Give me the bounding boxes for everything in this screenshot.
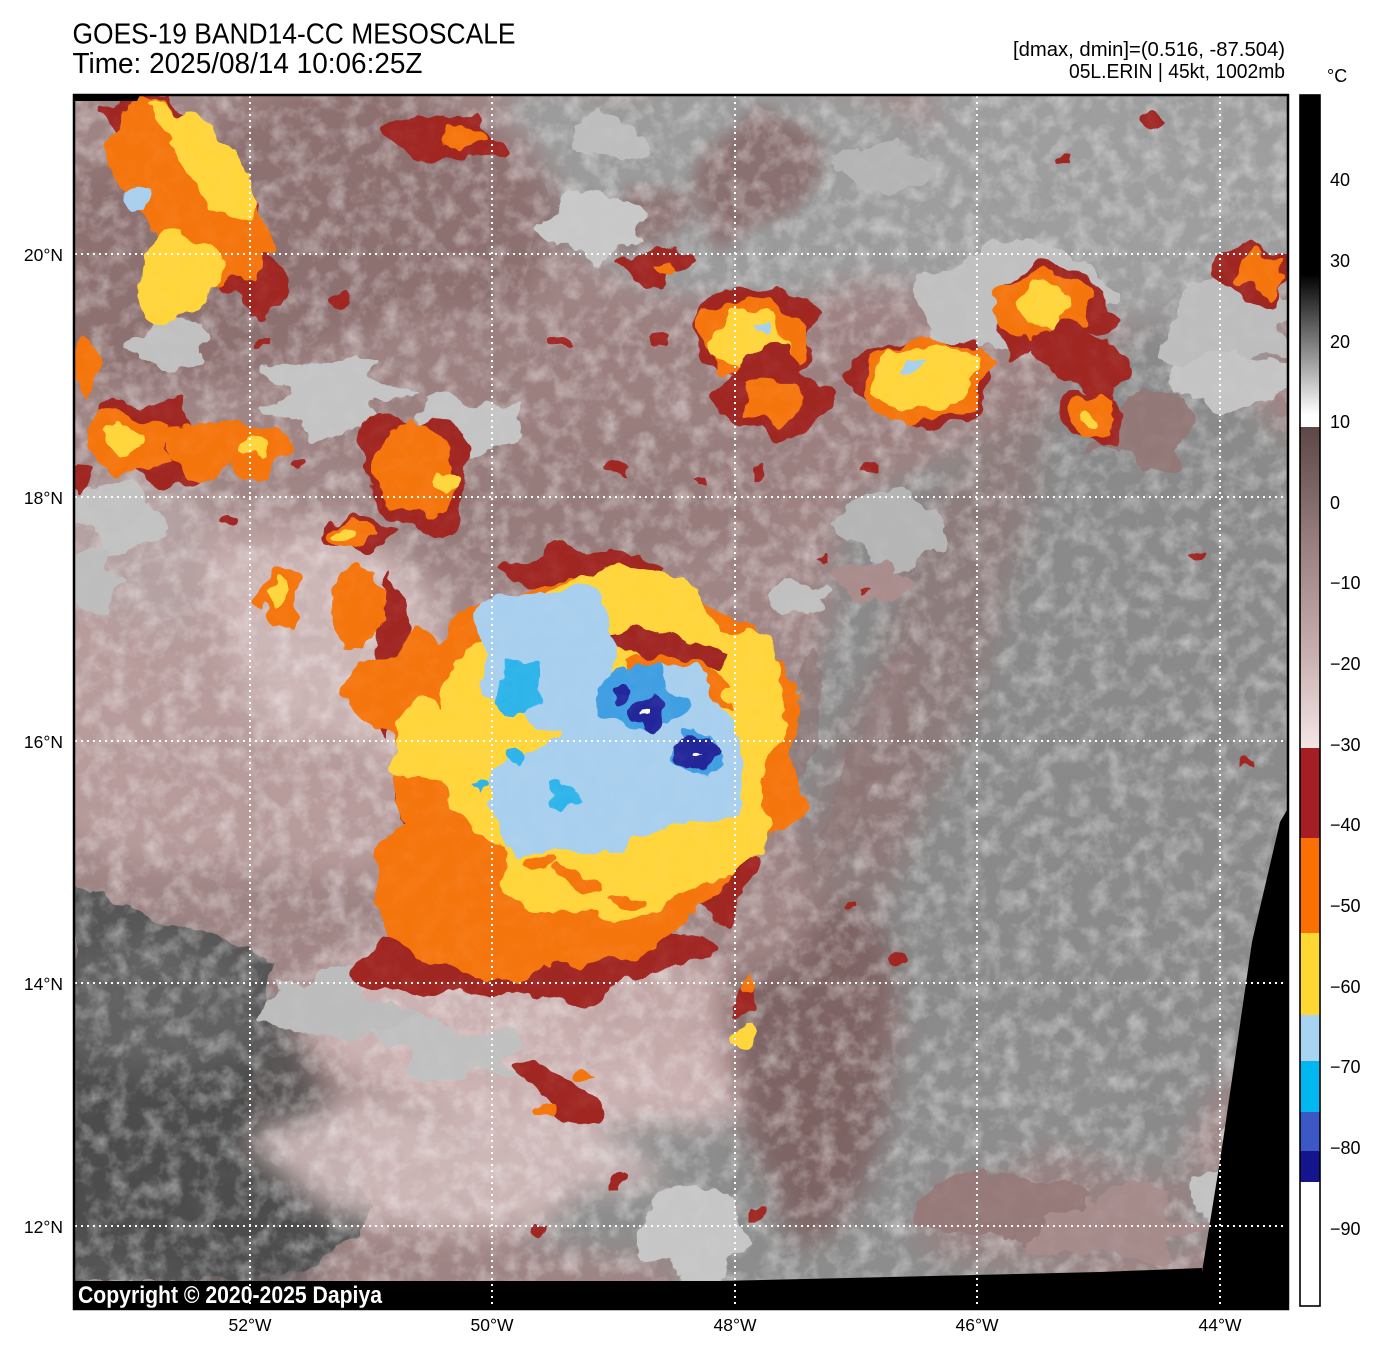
svg-text:GOES-19 BAND14-CC MESOSCALE: GOES-19 BAND14-CC MESOSCALE <box>73 19 516 51</box>
svg-text:−10: −10 <box>1330 573 1361 593</box>
svg-text:Time: 2025/08/14 10:06:25Z: Time: 2025/08/14 10:06:25Z <box>73 48 423 80</box>
svg-text:44°W: 44°W <box>1199 1315 1242 1335</box>
svg-text:−30: −30 <box>1330 735 1361 755</box>
svg-text:52°W: 52°W <box>229 1315 272 1335</box>
svg-text:−50: −50 <box>1330 896 1361 916</box>
svg-text:0: 0 <box>1330 493 1340 513</box>
svg-text:20: 20 <box>1330 332 1350 352</box>
svg-text:30: 30 <box>1330 251 1350 271</box>
svg-text:−70: −70 <box>1330 1057 1361 1077</box>
svg-text:48°W: 48°W <box>714 1315 757 1335</box>
svg-text:12°N: 12°N <box>24 1217 63 1237</box>
svg-text:16°N: 16°N <box>24 732 63 752</box>
svg-text:Copyright © 2020-2025 Dapiya: Copyright © 2020-2025 Dapiya <box>78 1282 383 1309</box>
svg-text:10: 10 <box>1330 412 1350 432</box>
svg-text:18°N: 18°N <box>24 488 63 508</box>
svg-text:−20: −20 <box>1330 654 1361 674</box>
svg-text:−60: −60 <box>1330 977 1361 997</box>
svg-text:−80: −80 <box>1330 1138 1361 1158</box>
svg-text:°C: °C <box>1327 66 1347 86</box>
svg-text:−90: −90 <box>1330 1219 1361 1239</box>
svg-text:[dmax, dmin]=(0.516, -87.504): [dmax, dmin]=(0.516, -87.504) <box>1013 39 1285 61</box>
svg-text:05L.ERIN | 45kt, 1002mb: 05L.ERIN | 45kt, 1002mb <box>1069 61 1285 83</box>
svg-text:14°N: 14°N <box>24 974 63 994</box>
svg-text:50°W: 50°W <box>471 1315 514 1335</box>
svg-text:46°W: 46°W <box>956 1315 999 1335</box>
svg-text:40: 40 <box>1330 170 1350 190</box>
svg-text:−40: −40 <box>1330 815 1361 835</box>
svg-text:20°N: 20°N <box>24 245 63 265</box>
